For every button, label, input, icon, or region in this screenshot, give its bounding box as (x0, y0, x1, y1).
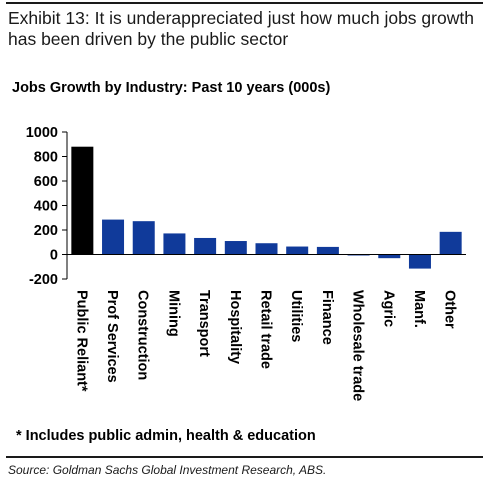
bar (71, 146, 94, 255)
x-category-label: Agric (380, 290, 396, 327)
x-category-label: Prof Services (104, 290, 120, 383)
x-category-label: Utilities (288, 290, 304, 342)
bar (439, 231, 462, 255)
footnote: * Includes public admin, health & educat… (16, 428, 316, 444)
bar (316, 246, 339, 255)
x-category-label: Finance (319, 290, 335, 345)
y-tick-label: 400 (34, 199, 58, 215)
source-note: Source: Goldman Sachs Global Investment … (8, 463, 327, 477)
x-category-label: Public Reliant* (73, 290, 89, 392)
y-tick-label: 0 (50, 248, 58, 264)
chart-title: Jobs Growth by Industry: Past 10 years (… (12, 80, 331, 96)
y-tick-label: -200 (29, 272, 58, 288)
bar-chart: 1000 800 600 400 200 0 -200 Public Reliant* Prof… (26, 125, 466, 401)
bar (194, 237, 217, 255)
bar (286, 246, 309, 255)
top-rule (6, 2, 483, 4)
x-category-label: Manf. (411, 290, 427, 328)
x-category-label: Retail trade (258, 290, 274, 369)
x-category-label: Other (442, 290, 458, 329)
x-category-label: Hospitality (227, 290, 243, 364)
y-tick-label: 1000 (26, 125, 58, 141)
bar (255, 243, 278, 255)
x-category-label: Construction (135, 290, 151, 380)
x-category-label: Wholesale trade (350, 290, 366, 401)
bar (132, 221, 155, 255)
y-tick-label: 200 (34, 223, 58, 239)
bar (224, 241, 247, 255)
x-category-label: Transport (196, 290, 212, 357)
y-tick-label: 800 (34, 150, 58, 166)
bottom-rule (6, 456, 483, 458)
y-tick-label: 600 (34, 174, 58, 190)
exhibit-title: Exhibit 13: It is underappreciated just … (8, 8, 474, 49)
bar (378, 254, 401, 259)
bar (102, 219, 125, 255)
x-category-label: Mining (165, 290, 181, 337)
bar (408, 254, 431, 269)
bar (163, 233, 186, 255)
